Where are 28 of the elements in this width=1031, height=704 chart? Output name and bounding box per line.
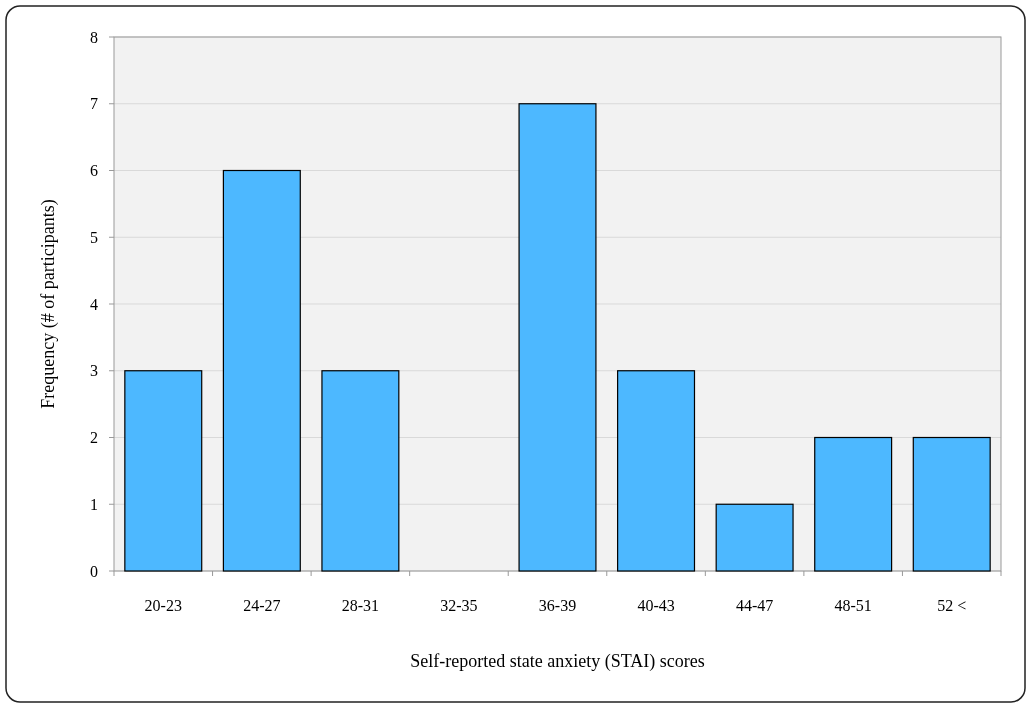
bar <box>912 436 991 572</box>
y-tick-label: 6 <box>90 162 98 180</box>
bar <box>518 103 597 572</box>
x-tick-label: 32-35 <box>440 597 478 614</box>
x-tick-label: 40-43 <box>637 597 675 614</box>
x-tick-label: 24-27 <box>243 597 281 614</box>
x-tick-label: 52 < <box>937 597 967 614</box>
x-tick-label: 28-31 <box>341 597 380 614</box>
y-tick-label: 0 <box>90 562 98 580</box>
y-tick-label: 3 <box>90 362 98 380</box>
x-tick-label: 44-47 <box>735 597 774 614</box>
x-tick-label: 36-39 <box>538 597 577 614</box>
y-tick-label: 8 <box>90 28 98 46</box>
y-tick-label: 1 <box>90 495 98 513</box>
bar <box>715 503 794 572</box>
y-tick-label: 7 <box>90 95 98 113</box>
x-tick-label: 20-23 <box>144 597 182 614</box>
x-axis-title: Self-reported state anxiety (STAI) scores <box>410 651 705 672</box>
bar <box>321 370 400 572</box>
x-tick-label: 48-51 <box>834 597 872 614</box>
bar <box>814 436 893 572</box>
y-tick-label: 2 <box>90 429 98 447</box>
y-tick-label: 4 <box>90 295 98 313</box>
bar <box>222 169 301 572</box>
y-tick-label: 5 <box>90 228 98 246</box>
bar <box>617 370 696 572</box>
bar <box>124 370 203 572</box>
y-axis-title: Frequency (# of participants) <box>38 199 59 409</box>
